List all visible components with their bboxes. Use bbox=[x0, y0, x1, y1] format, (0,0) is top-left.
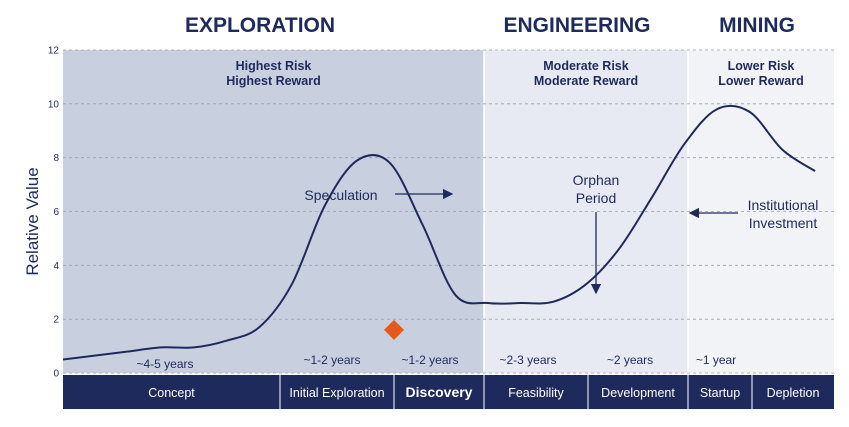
phase-duration: ~1-2 years bbox=[401, 353, 458, 367]
risk-label: Moderate Risk bbox=[543, 59, 628, 73]
stage-title: ENGINEERING bbox=[503, 14, 650, 37]
risk-label: Moderate Reward bbox=[534, 74, 638, 88]
stage-title: MINING bbox=[719, 14, 795, 37]
phase-label-startup: Startup bbox=[700, 386, 740, 400]
annotation-institutional-investment: Investment bbox=[749, 215, 818, 231]
annotation-orphan-period: Orphan bbox=[573, 172, 620, 188]
phase-bar bbox=[63, 375, 834, 409]
phase-duration: ~2-3 years bbox=[499, 353, 556, 367]
phase-duration: ~4-5 years bbox=[136, 357, 193, 371]
annotation-institutional-investment: Institutional bbox=[748, 197, 819, 213]
phase-duration: ~1-2 years bbox=[303, 353, 360, 367]
y-tick-label: 8 bbox=[53, 153, 59, 164]
value-curve bbox=[62, 104, 816, 361]
y-tick-label: 10 bbox=[48, 99, 60, 110]
risk-label: Lower Risk bbox=[728, 59, 795, 73]
risk-label: Highest Reward bbox=[226, 74, 320, 88]
phase-label-development: Development bbox=[601, 386, 675, 400]
phase-duration: ~2 years bbox=[607, 353, 653, 367]
y-tick-label: 6 bbox=[53, 207, 59, 218]
annotation-speculation: Speculation bbox=[304, 187, 377, 203]
discovery-marker bbox=[384, 319, 404, 340]
phase-label-concept: Concept bbox=[148, 386, 195, 400]
phase-label-feasibility: Feasibility bbox=[508, 386, 564, 400]
y-tick-label: 4 bbox=[53, 261, 59, 272]
stage-title: EXPLORATION bbox=[185, 14, 335, 37]
y-axis-label: Relative Value bbox=[23, 167, 42, 275]
risk-label: Lower Reward bbox=[718, 74, 803, 88]
annotation-orphan-period: Period bbox=[576, 190, 616, 206]
risk-label: Highest Risk bbox=[236, 59, 312, 73]
phase-label-discovery: Discovery bbox=[406, 384, 473, 400]
phase-label-initial-exploration: Initial Exploration bbox=[289, 386, 384, 400]
phase-duration: ~1 year bbox=[696, 353, 736, 367]
y-tick-label: 0 bbox=[53, 369, 59, 380]
phase-label-depletion: Depletion bbox=[767, 386, 820, 400]
y-tick-label: 12 bbox=[48, 46, 60, 57]
y-tick-label: 2 bbox=[53, 315, 59, 326]
